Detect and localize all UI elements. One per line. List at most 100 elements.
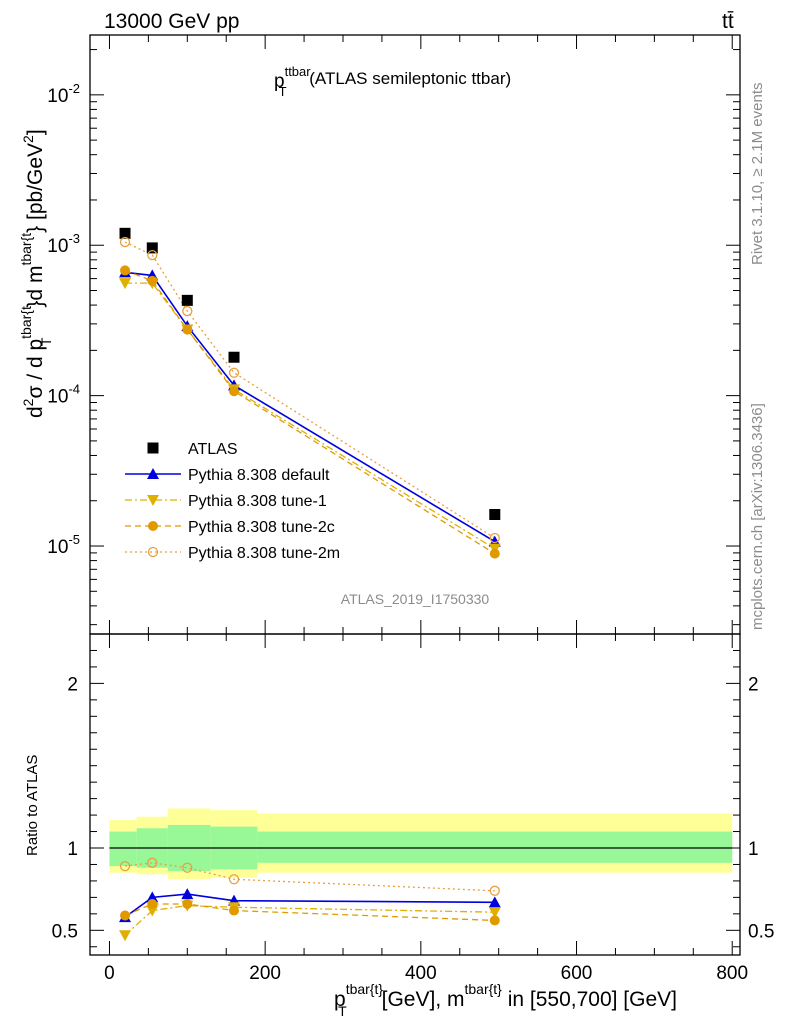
point-data-1 — [146, 242, 158, 254]
xtick-label-2: 400 — [405, 963, 437, 984]
y-label-close: ] — [24, 129, 47, 135]
legend-marker-tune2c — [148, 521, 158, 531]
x-label-sup2: tbar{t} — [464, 981, 502, 997]
legend-marker-tune2m — [147, 546, 159, 558]
legend-label-default: Pythia 8.308 default — [188, 467, 330, 484]
legend: ATLAS Pythia 8.308 default Pythia 8.308 tu… — [125, 441, 340, 562]
point-data-0 — [119, 227, 131, 239]
point-tune2c-4 — [489, 548, 500, 559]
main-panel: 10-510-410-310-2 — [47, 34, 741, 635]
mcplots-label: mcplots.cern.ch [arXiv:1306.3436] — [749, 403, 766, 630]
ratio-point-tune2c-0 — [120, 910, 131, 921]
point-tune2m-0 — [119, 236, 131, 248]
ratio-point-tune2m-3 — [228, 874, 240, 885]
point-tune2m-4 — [489, 532, 500, 544]
ratio-point-tune2c-2 — [182, 898, 193, 909]
band-inner-4 — [257, 831, 733, 863]
ratio-ytick-label-right-2: 2 — [748, 674, 759, 695]
xtick-label-4: 800 — [716, 963, 748, 984]
main-ytick-exp: -3 — [68, 231, 80, 246]
point-tune2c-1 — [147, 275, 158, 286]
main-ytick-base: 10 — [47, 387, 68, 408]
x-axis-label: ptbar{t} T [GeV], mtbar{t} in [550,700] [G… — [334, 981, 677, 1019]
y-label-sup2: tbar{t — [18, 233, 34, 266]
main-ytick-label-0: 10-5 — [47, 532, 80, 558]
point-tune2c-0 — [120, 265, 131, 276]
ratio-panel: 0.5 0.5 1 1 2 2 0 200 400 600 800 — [52, 633, 774, 984]
ratio-frame — [89, 633, 741, 956]
point-data-4 — [489, 509, 501, 521]
ratio-point-tune2m-4 — [489, 885, 500, 896]
point-tune2m-1 — [147, 249, 158, 261]
main-ytick-exp: -4 — [68, 382, 80, 397]
legend-marker-default — [147, 468, 159, 479]
legend-label-tune1: Pythia 8.308 tune-1 — [188, 493, 327, 510]
ratio-ytick-label-0: 0.5 — [52, 921, 78, 942]
y-label-d: d — [24, 406, 47, 418]
ratio-ytick-label-1: 1 — [67, 839, 78, 860]
ratio-y-axis-label: Ratio to ATLAS — [24, 755, 41, 856]
point-tune2m-2 — [182, 305, 193, 317]
x-label-p: p — [334, 988, 346, 1011]
main-ytick-label-2: 10-3 — [47, 231, 80, 257]
point-tune1-0 — [119, 278, 132, 290]
ratio-ytick-label-right-0: 0.5 — [748, 921, 774, 942]
y-label-d-sup: 2 — [20, 398, 36, 406]
xtick-label-0: 0 — [104, 963, 115, 984]
plot-title-main: p — [274, 71, 285, 92]
legend-label-tune2m: Pythia 8.308 tune-2m — [188, 545, 340, 562]
process-label: tt̄ — [722, 10, 734, 33]
x-label-end: in [550,700] [GeV] — [502, 988, 677, 1011]
ratio-point-tune2m-2 — [182, 862, 193, 873]
y-label-end-sup: 2 — [20, 135, 36, 143]
point-data-3 — [228, 351, 240, 363]
x-label-sup1: tbar{t} — [346, 981, 384, 997]
y-label-end: } [pb/GeV — [24, 143, 47, 233]
main-ytick-label-3: 10-2 — [47, 81, 80, 107]
point-tune2c-2 — [182, 324, 193, 335]
y-label-sigma: σ / d p — [24, 339, 47, 399]
ratio-point-tune2c-3 — [229, 905, 240, 916]
legend-label-tune2c: Pythia 8.308 tune-2c — [188, 519, 335, 536]
ratio-point-default-1 — [146, 891, 159, 903]
ratio-point-default-2 — [181, 888, 194, 900]
ratio-point-default-4 — [488, 896, 501, 908]
y-label-mid: }d m — [24, 266, 47, 308]
y-label-sub1: T — [38, 337, 54, 346]
plot-title-sup: ttbar — [285, 64, 312, 79]
ratio-point-tune1-1 — [146, 905, 159, 917]
legend-marker-data — [147, 442, 159, 454]
ratio-point-tune2c-1 — [147, 898, 158, 909]
main-line-tune2m — [124, 241, 496, 539]
ratio-point-tune2m-1 — [147, 857, 158, 868]
x-label-mid: [GeV], m — [382, 988, 465, 1011]
ratio-line-tune1 — [124, 904, 495, 936]
xtick-label-1: 200 — [249, 963, 281, 984]
ratio-line-default — [124, 893, 495, 918]
point-data-2 — [181, 294, 193, 306]
analysis-id: ATLAS_2019_I1750330 — [341, 591, 490, 607]
main-ytick-base: 10 — [47, 236, 68, 257]
plot-title-sub: T — [279, 84, 287, 99]
ratio-point-tune2m-0 — [119, 860, 131, 872]
xtick-label-3: 600 — [561, 963, 593, 984]
legend-marker-tune1 — [147, 495, 159, 506]
main-ytick-exp: -2 — [68, 81, 80, 96]
main-ytick-exp: -5 — [68, 532, 80, 547]
y-label-sup1: tbar{t — [18, 306, 34, 339]
ratio-ytick-label-right-1: 1 — [748, 839, 759, 860]
band-inner-0 — [109, 831, 137, 867]
main-ytick-label-1: 10-4 — [47, 382, 80, 408]
main-ytick-base: 10 — [47, 537, 68, 558]
main-ytick-base: 10 — [47, 86, 68, 107]
rivet-label: Rivet 3.1.10, ≥ 2.1M events — [749, 83, 766, 266]
ratio-point-tune2c-4 — [489, 915, 500, 926]
legend-label-data: ATLAS — [188, 441, 238, 458]
beam-label: 13000 GeV pp — [104, 10, 239, 33]
ratio-ytick-label-2: 2 — [67, 674, 78, 695]
main-line-tune2c — [124, 269, 496, 555]
plot-title: pttbar T (ATLAS semileptonic ttbar) — [274, 64, 511, 99]
plot-title-rest: (ATLAS semileptonic ttbar) — [305, 69, 512, 88]
x-label-sub1: T — [338, 1003, 347, 1019]
